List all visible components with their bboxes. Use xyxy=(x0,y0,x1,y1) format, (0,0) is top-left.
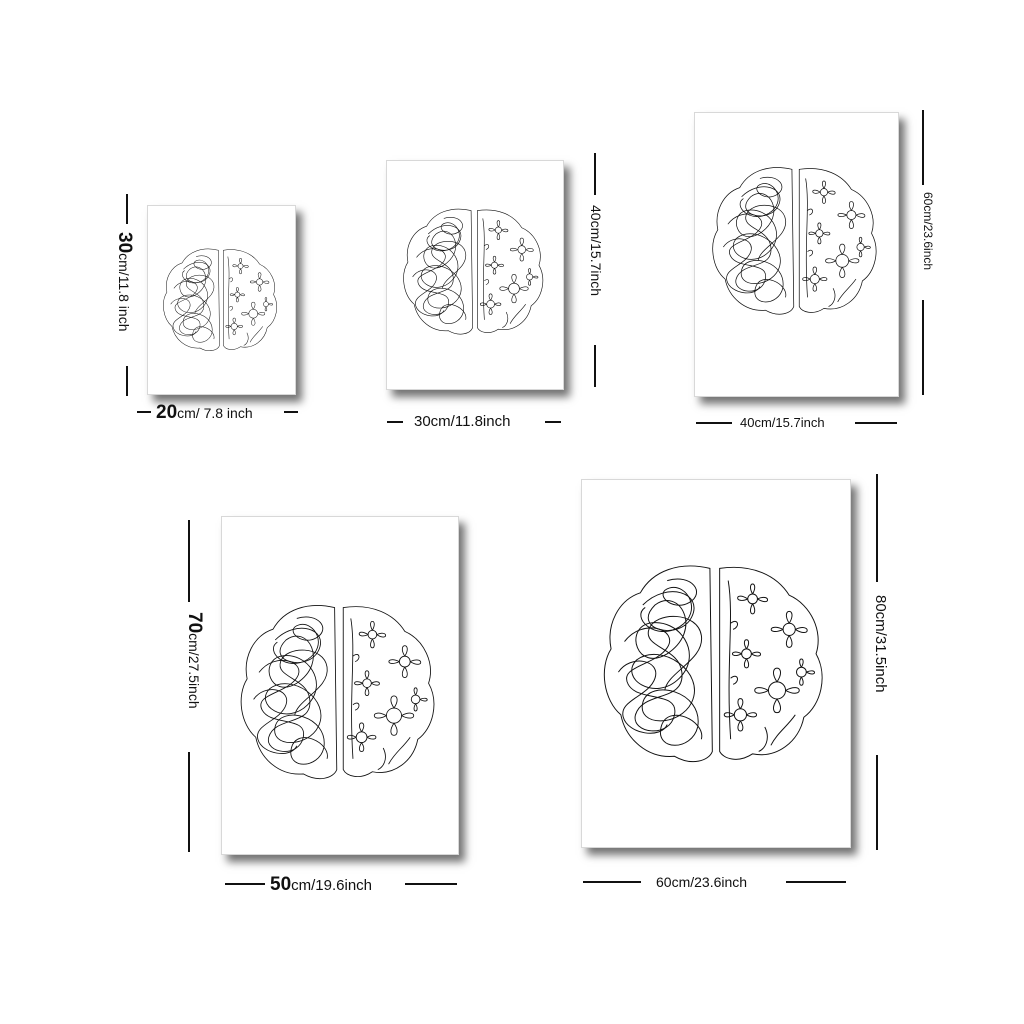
brain-flower-art xyxy=(403,208,544,335)
height-label-70: 70cm/27.5inch xyxy=(184,612,205,709)
width-marker-right xyxy=(284,411,298,413)
width-label-20: 20cm/ 7.8 inch xyxy=(156,402,253,423)
height-marker-top xyxy=(922,110,924,185)
width-marker-left xyxy=(225,883,265,885)
width-marker-right xyxy=(405,883,457,885)
width-label-30: 30cm/11.8inch xyxy=(414,413,511,430)
width-marker-right xyxy=(545,421,561,423)
height-marker-bottom xyxy=(126,366,128,396)
height-marker-top xyxy=(188,520,190,602)
height-marker-top xyxy=(126,194,128,224)
width-marker-right xyxy=(786,881,846,883)
height-marker-bottom xyxy=(594,345,596,387)
poster-30x40 xyxy=(386,160,564,390)
width-label-50: 50cm/19.6inch xyxy=(270,874,373,895)
width-label-60: 60cm/23.6inch xyxy=(656,874,748,890)
height-label-60: 60cm/23.6inch xyxy=(921,192,935,271)
height-marker-top xyxy=(594,153,596,195)
height-label-80: 80cm/31.5inch xyxy=(872,595,889,693)
height-marker-bottom xyxy=(876,755,878,850)
height-marker-bottom xyxy=(188,752,190,852)
width-marker-left xyxy=(387,421,403,423)
height-marker-top xyxy=(876,474,878,582)
width-marker-right xyxy=(855,422,897,424)
brain-flower-art xyxy=(603,565,823,763)
poster-20x30 xyxy=(147,205,296,395)
height-marker-bottom xyxy=(922,300,924,395)
height-label-30: 30cm/11.8 inch xyxy=(114,232,135,332)
width-marker-left xyxy=(137,411,151,413)
brain-flower-art xyxy=(240,604,435,780)
brain-flower-art xyxy=(712,167,877,315)
poster-60x80 xyxy=(581,479,851,848)
width-marker-left xyxy=(696,422,732,424)
poster-40x60 xyxy=(694,112,899,397)
height-label-40: 40cm/15.7inch xyxy=(588,205,604,297)
brain-flower-art xyxy=(163,248,278,352)
width-label-40: 40cm/15.7inch xyxy=(740,415,825,430)
poster-50x70 xyxy=(221,516,459,855)
width-marker-left xyxy=(583,881,641,883)
